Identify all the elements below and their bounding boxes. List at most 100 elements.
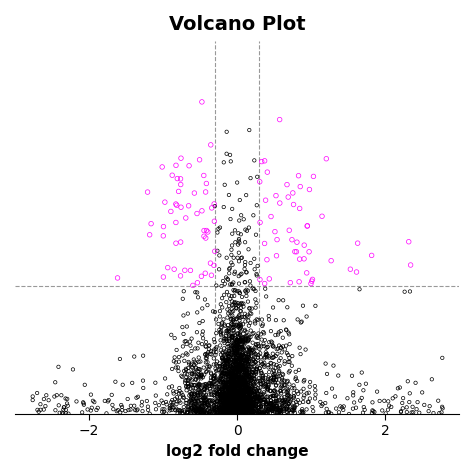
Point [184,380,192,387]
Point [231,407,238,414]
Point [223,364,231,371]
Point [236,393,244,401]
Point [225,378,232,386]
Point [211,247,219,255]
Point [62,406,70,414]
Point [240,356,248,364]
Point [392,392,399,400]
Point [233,401,241,408]
Point [285,329,292,337]
Point [223,336,230,343]
Point [199,410,207,417]
Point [270,408,277,415]
Point [283,405,290,413]
Point [226,370,234,377]
Point [225,336,233,343]
Point [225,399,232,407]
Point [241,349,249,357]
Point [217,404,224,411]
Point [237,408,244,415]
Point [182,382,190,390]
Point [176,409,184,416]
Point [233,404,241,412]
Point [208,351,215,358]
Point [203,384,211,392]
Point [236,359,243,366]
Point [289,352,296,360]
Point [307,280,315,287]
Point [231,268,239,275]
Point [242,365,250,373]
Point [237,358,245,365]
Point [231,401,238,408]
Point [216,366,223,374]
Point [362,380,370,388]
Point [286,354,293,362]
Point [267,387,274,394]
Point [177,181,184,188]
Point [230,327,238,334]
Point [191,368,199,376]
Point [243,365,251,373]
Point [237,388,245,396]
Point [227,399,234,406]
Point [233,400,241,407]
Point [198,407,206,414]
Point [197,396,204,404]
Point [198,396,205,404]
Point [225,385,233,393]
Point [232,409,240,417]
Point [261,396,269,404]
Point [222,382,229,390]
Point [211,409,219,417]
Point [242,409,249,416]
Point [225,367,233,375]
Point [232,403,240,411]
Point [221,280,228,288]
Point [237,399,245,406]
Point [253,364,261,371]
Point [230,301,237,309]
Point [228,402,236,410]
Point [237,374,245,382]
Point [237,387,244,395]
Point [211,388,219,396]
Point [229,409,237,417]
Point [241,279,248,286]
Point [229,385,237,393]
Point [335,409,343,416]
Point [226,398,233,405]
Point [232,382,239,389]
Point [266,403,274,411]
Point [228,403,236,411]
Point [225,372,232,379]
Point [252,385,259,393]
Point [173,346,181,354]
Point [256,365,264,372]
Point [230,384,237,392]
Point [225,398,233,406]
Point [254,334,262,342]
Point [295,366,303,374]
Point [262,400,270,408]
Point [180,394,188,402]
Point [237,400,245,407]
Point [240,401,247,409]
Point [243,367,251,375]
Point [221,381,228,389]
Point [195,367,202,375]
Point [235,337,242,345]
Point [194,371,202,378]
Point [225,373,232,381]
Point [231,331,239,339]
Point [196,406,204,413]
Point [251,265,258,273]
Point [382,410,390,417]
Point [244,406,251,413]
Point [243,328,250,336]
Point [246,346,254,353]
Point [276,406,284,414]
Point [233,336,241,343]
Point [258,369,265,377]
Point [219,380,227,388]
